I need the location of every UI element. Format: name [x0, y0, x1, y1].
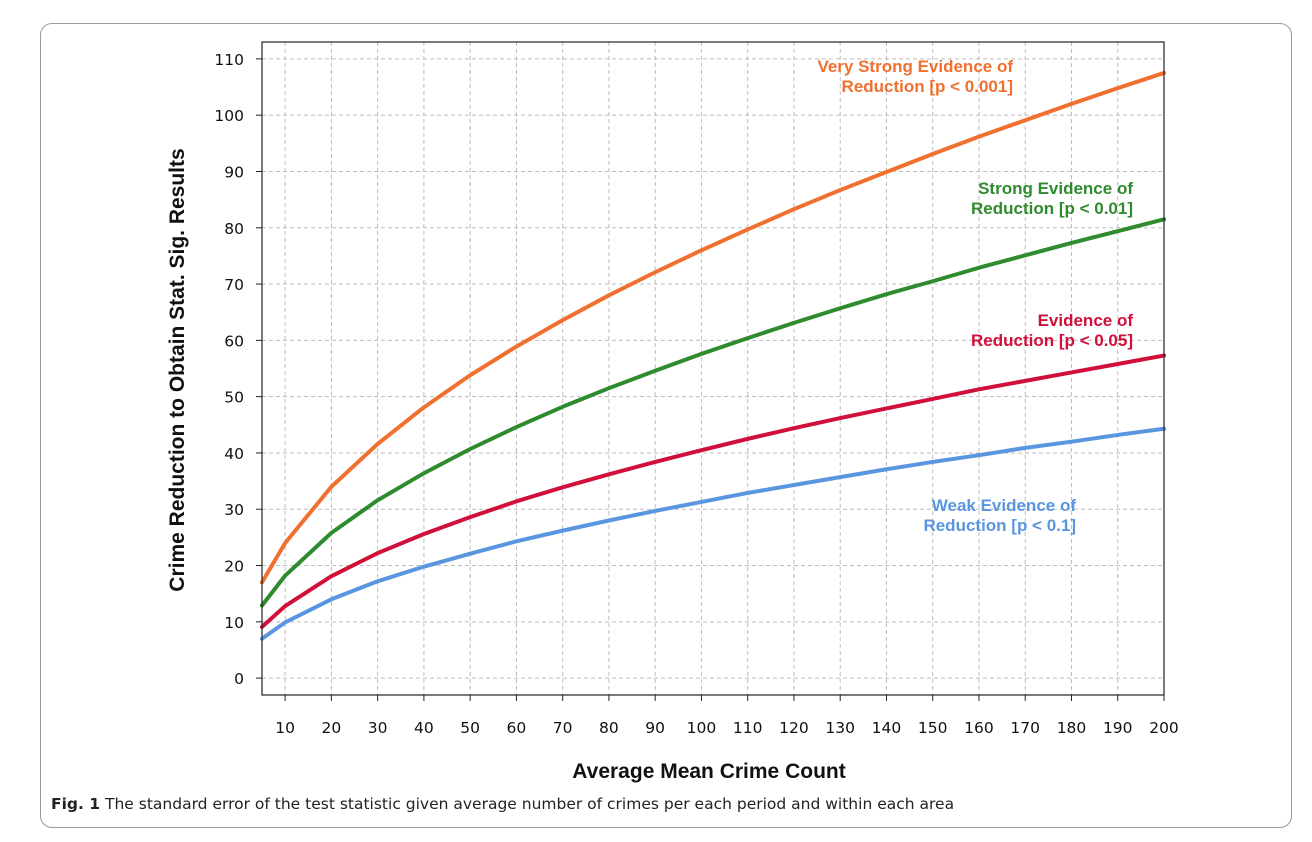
x-tick-label: 160	[964, 719, 994, 737]
series-label-3: Reduction [p < 0.05]	[971, 331, 1133, 350]
x-tick-label: 170	[1010, 719, 1040, 737]
y-axis-title: Crime Reduction to Obtain Stat. Sig. Res…	[166, 148, 189, 591]
series-label-3: Evidence of	[1038, 311, 1134, 330]
y-tick-label: 70	[224, 276, 244, 294]
x-tick-label: 80	[599, 719, 619, 737]
x-tick-label: 10	[275, 719, 295, 737]
grid	[262, 42, 1165, 695]
series-line-1	[260, 70, 1166, 585]
figure-caption: Fig. 1 The standard error of the test st…	[51, 795, 954, 813]
series-label-4: Reduction [p < 0.1]	[923, 516, 1076, 535]
series-lines	[260, 70, 1166, 641]
x-tick-label: 190	[1103, 719, 1133, 737]
series-label-1: Reduction [p < 0.001]	[842, 77, 1013, 96]
x-tick-label: 150	[918, 719, 948, 737]
y-tick-label: 0	[234, 670, 244, 688]
x-tick-label: 50	[460, 719, 480, 737]
y-tick-label: 10	[224, 614, 244, 632]
series-label-4: Weak Evidence of	[932, 496, 1077, 515]
series-line-4	[260, 426, 1166, 641]
x-tick-label: 180	[1057, 719, 1087, 737]
plot-area-frame	[261, 41, 1165, 696]
x-tick-label: 20	[322, 719, 342, 737]
x-tick-label: 90	[645, 719, 665, 737]
y-tick-label: 60	[224, 332, 244, 350]
series-line-2	[260, 217, 1166, 608]
y-tick-label: 40	[224, 445, 244, 463]
y-tick-label: 30	[224, 501, 244, 519]
series-line-3	[260, 353, 1166, 629]
x-tick-label: 70	[553, 719, 573, 737]
y-tick-label: 20	[224, 558, 244, 576]
x-tick-label: 140	[872, 719, 902, 737]
figure-label: Fig. 1	[51, 795, 101, 813]
y-tick-label: 50	[224, 389, 244, 407]
y-tick-label: 80	[224, 220, 244, 238]
axis-ticks: 10 20 30 40 50 60 70 80 90 100 110 120 130 140 150 160 1…	[214, 51, 1178, 737]
y-tick-label: 100	[214, 107, 244, 125]
x-tick-label: 110	[733, 719, 763, 737]
x-tick-label: 120	[779, 719, 809, 737]
x-tick-label: 30	[368, 719, 388, 737]
x-tick-label: 40	[414, 719, 434, 737]
series-label-1: Very Strong Evidence of	[817, 57, 1013, 76]
x-tick-label: 130	[825, 719, 855, 737]
series-label-2: Reduction [p < 0.01]	[971, 199, 1133, 218]
caption-text: The standard error of the test statistic…	[105, 795, 955, 813]
x-tick-label: 100	[687, 719, 717, 737]
x-axis-title: Average Mean Crime Count	[572, 760, 845, 783]
y-tick-label: 90	[224, 163, 244, 181]
x-tick-label: 60	[507, 719, 527, 737]
series-label-2: Strong Evidence of	[978, 179, 1133, 198]
figure-frame	[40, 23, 1292, 828]
x-tick-label: 200	[1149, 719, 1179, 737]
y-tick-label: 110	[214, 51, 244, 69]
